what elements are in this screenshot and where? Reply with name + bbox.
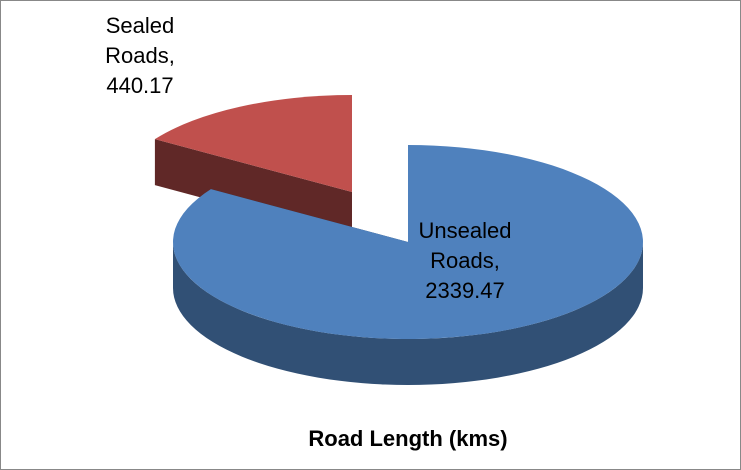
data-label: Unsealed Roads, 2339.47: [419, 218, 512, 303]
label-line: 2339.47: [425, 278, 505, 303]
label-line: Roads,: [430, 248, 500, 273]
slice: [154, 95, 352, 192]
data-label: Sealed Roads, 440.17: [105, 13, 175, 98]
slice-face: [154, 139, 352, 238]
label-line: Sealed: [106, 13, 175, 38]
pie: [154, 95, 644, 385]
slice: [172, 145, 644, 339]
label-line: Roads,: [105, 43, 175, 68]
label-line: 440.17: [106, 73, 173, 98]
chart-title: Road Length (kms): [308, 426, 507, 451]
slice-side: [173, 242, 643, 385]
label-line: Unsealed: [419, 218, 512, 243]
